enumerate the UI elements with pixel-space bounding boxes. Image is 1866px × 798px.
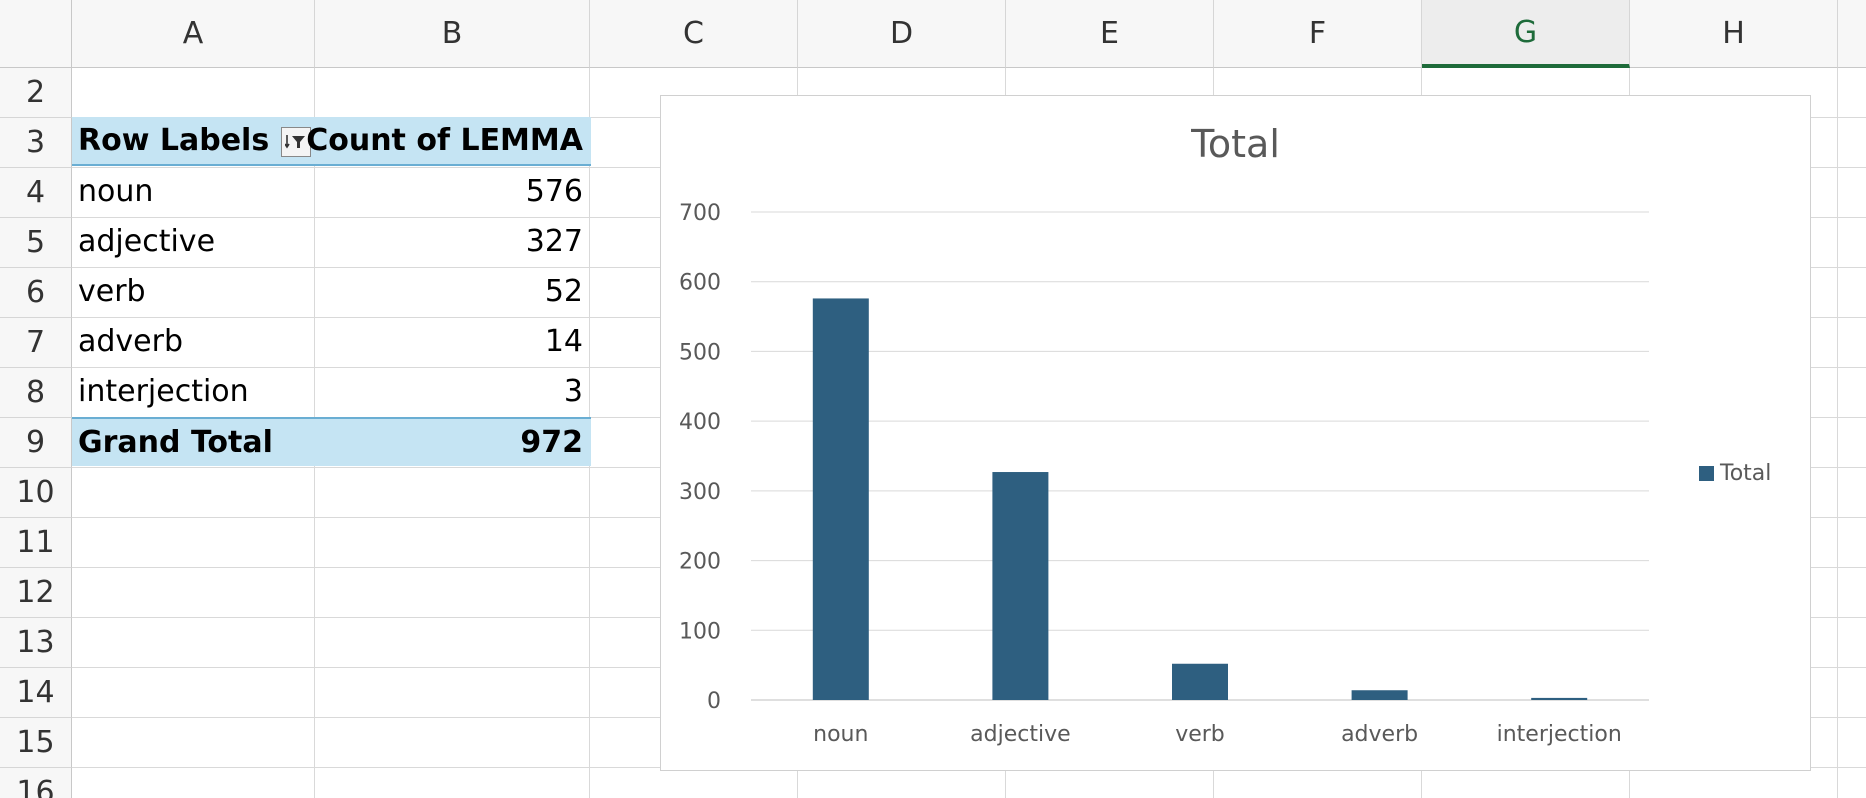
grand-total-label: Grand Total [78, 425, 273, 460]
bar-verb[interactable] [1172, 663, 1228, 700]
chart-legend[interactable]: Total [1699, 461, 1771, 486]
column-header-c[interactable]: C [590, 0, 798, 68]
pivot-row-interjection[interactable]: interjection 3 [72, 367, 591, 416]
column-header-f[interactable]: F [1214, 0, 1422, 68]
column-header-partial[interactable] [1838, 0, 1866, 68]
gridline-vertical [1837, 68, 1838, 798]
pivot-header-row: Row Labels Count of LEMMA [72, 117, 591, 166]
pivot-row-verb[interactable]: verb 52 [72, 267, 591, 316]
row-header-5[interactable]: 5 [0, 218, 72, 268]
pivot-row-label: adjective [78, 224, 216, 259]
row-header-8[interactable]: 8 [0, 368, 72, 418]
bar-adjective[interactable] [992, 472, 1049, 700]
row-header-2[interactable]: 2 [0, 68, 72, 118]
x-tick-label: verb [1175, 722, 1225, 747]
row-header-14[interactable]: 14 [0, 668, 72, 718]
pivot-row-value: 52 [544, 274, 583, 309]
chart-title: Total [1191, 122, 1280, 166]
column-header-e[interactable]: E [1006, 0, 1214, 68]
pivot-row-value: 327 [525, 224, 583, 259]
pivot-row-label: noun [78, 174, 154, 209]
y-tick-label: 500 [679, 340, 721, 365]
select-all-corner[interactable] [0, 0, 72, 68]
pivot-value-header: Count of LEMMA [306, 123, 583, 158]
row-header-7[interactable]: 7 [0, 318, 72, 368]
pivot-row-value: 14 [544, 324, 583, 359]
legend-label: Total [1720, 461, 1772, 486]
pivot-row-adverb[interactable]: adverb 14 [72, 317, 591, 366]
row-header-11[interactable]: 11 [0, 518, 72, 568]
pivot-row-value: 3 [563, 374, 583, 409]
pivot-row-noun[interactable]: noun 576 [72, 167, 591, 216]
column-header-h[interactable]: H [1630, 0, 1838, 68]
bar-chart[interactable]: Total 0 100 200 300 400 500 600 700 noun adjectiv… [660, 95, 1811, 771]
row-header-15[interactable]: 15 [0, 718, 72, 768]
y-tick-label: 0 [707, 689, 721, 714]
y-tick-label: 700 [679, 201, 721, 226]
chart-plot: 0 100 200 300 400 500 600 700 noun adjective verb a… [679, 201, 1649, 747]
filter-dropdown-icon[interactable] [281, 127, 311, 157]
y-tick-label: 600 [679, 271, 721, 296]
x-tick-label: adverb [1341, 722, 1418, 747]
row-header-16[interactable]: 16 [0, 768, 72, 798]
pivot-row-label: interjection [78, 374, 249, 409]
pivot-row-label: verb [78, 274, 146, 309]
x-tick-label: interjection [1497, 722, 1622, 747]
pivot-row-adjective[interactable]: adjective 327 [72, 217, 591, 266]
legend-swatch [1699, 466, 1714, 481]
column-header-g[interactable]: G [1422, 0, 1630, 68]
row-header-13[interactable]: 13 [0, 618, 72, 668]
row-header-10[interactable]: 10 [0, 468, 72, 518]
bar-adverb[interactable] [1351, 690, 1408, 700]
grand-total-value: 972 [520, 425, 583, 460]
row-header-4[interactable]: 4 [0, 168, 72, 218]
y-tick-label: 200 [679, 550, 721, 575]
bar-interjection[interactable] [1531, 697, 1588, 700]
row-header-3[interactable]: 3 [0, 118, 72, 168]
pivot-row-label: adverb [78, 324, 184, 359]
pivot-row-value: 576 [525, 174, 583, 209]
x-tick-label: adjective [970, 722, 1070, 747]
pivot-row-labels-header: Row Labels [78, 123, 270, 158]
bar-noun[interactable] [812, 298, 869, 700]
y-tick-label: 400 [679, 410, 721, 435]
y-tick-label: 100 [679, 619, 721, 644]
pivot-grand-total-row[interactable]: Grand Total 972 [72, 417, 591, 466]
column-header-b[interactable]: B [315, 0, 590, 68]
row-header-9[interactable]: 9 [0, 418, 72, 468]
y-tick-label: 300 [679, 480, 721, 505]
x-tick-label: noun [813, 722, 868, 747]
row-header-12[interactable]: 12 [0, 568, 72, 618]
column-header-a[interactable]: A [72, 0, 315, 68]
column-header-d[interactable]: D [798, 0, 1006, 68]
row-header-6[interactable]: 6 [0, 268, 72, 318]
